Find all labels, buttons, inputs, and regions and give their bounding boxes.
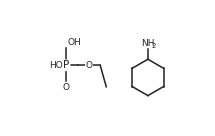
- Text: NH: NH: [141, 39, 155, 48]
- Text: 2: 2: [152, 43, 156, 49]
- Text: HO: HO: [49, 61, 62, 70]
- Text: OH: OH: [67, 38, 81, 47]
- Text: O: O: [86, 61, 93, 70]
- Text: P: P: [63, 60, 70, 70]
- Text: O: O: [63, 83, 70, 92]
